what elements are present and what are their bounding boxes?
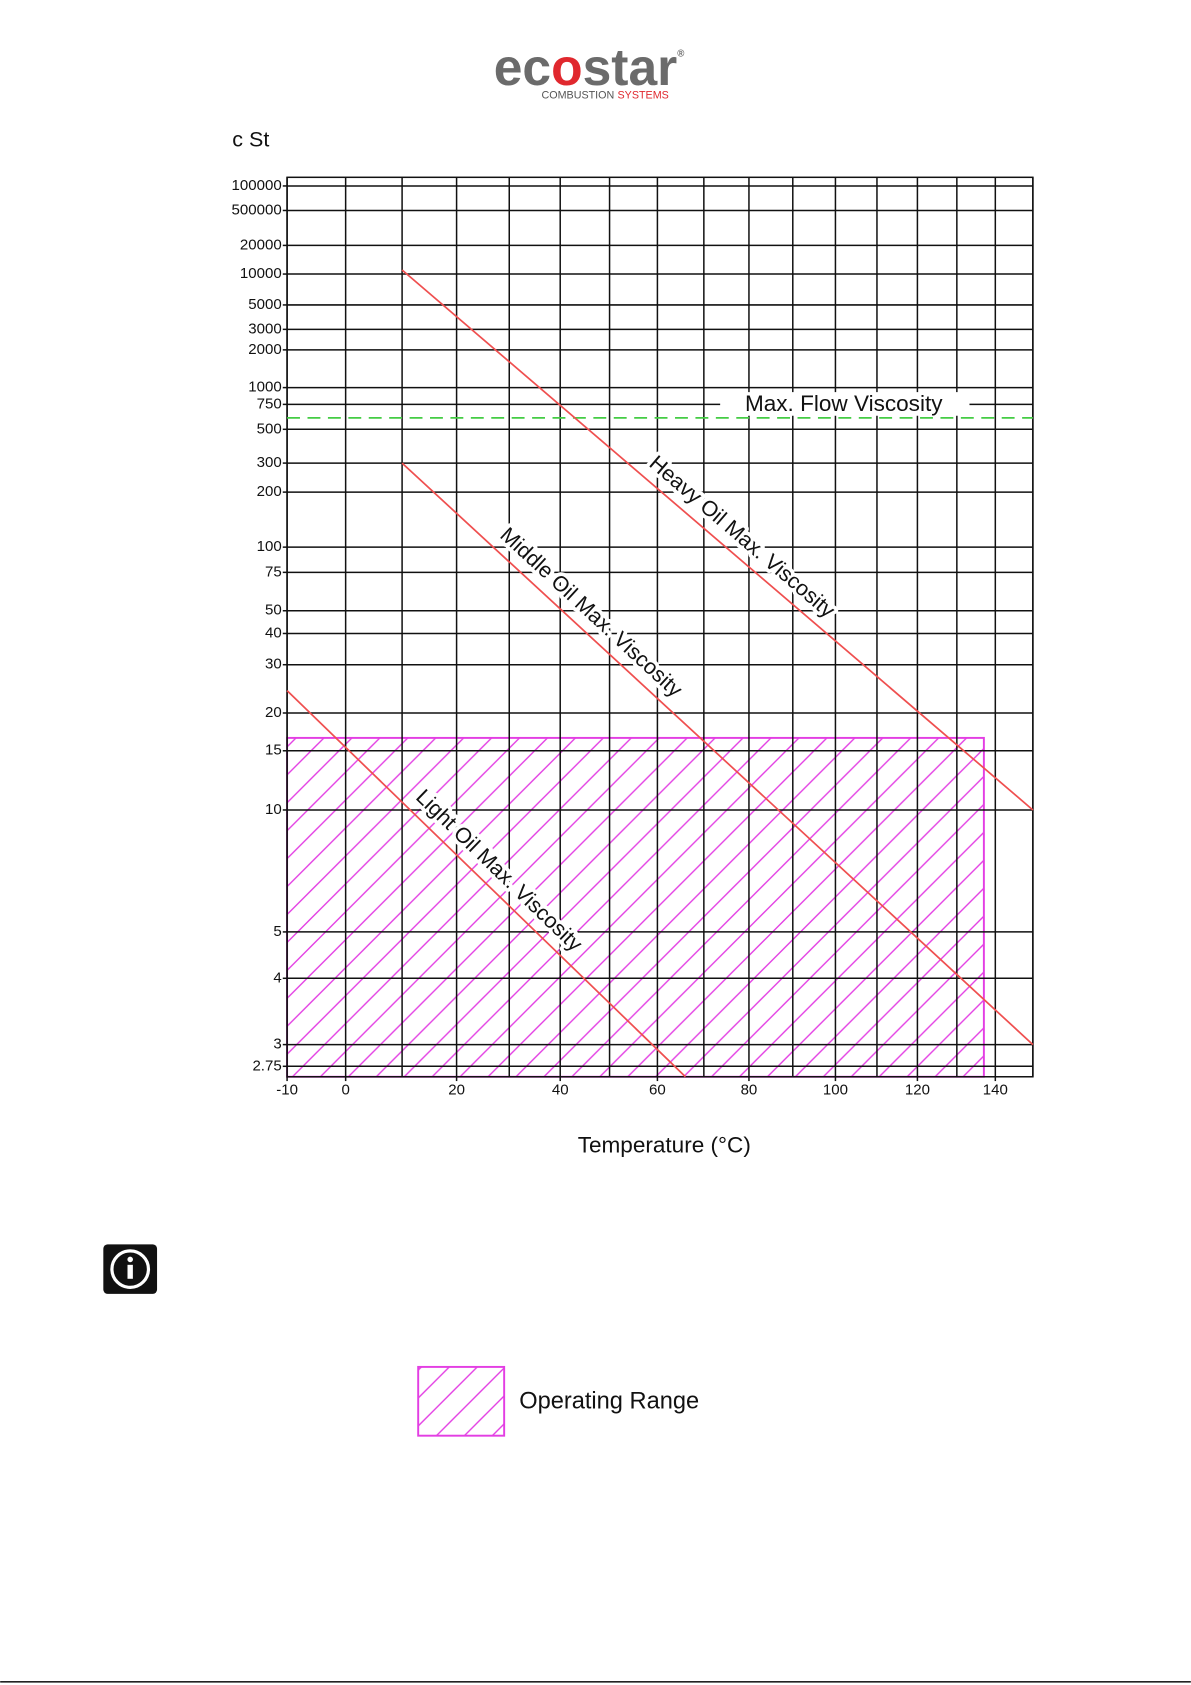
y-tick-label: 750 [257, 395, 282, 412]
legend-swatch [417, 1365, 506, 1437]
y-tick-label: 1000 [248, 379, 281, 396]
legend: Operating Range [417, 1365, 699, 1437]
logo: ecostar® COMBUSTION SYSTEMS [494, 38, 685, 102]
series-label: Heavy Oil Max. Viscosity [645, 451, 840, 623]
y-tick-label: 2000 [248, 341, 281, 358]
tagline-part: SYSTEMS [618, 89, 669, 101]
logo-registered: ® [677, 48, 684, 59]
y-tick-label: 100 [257, 538, 282, 555]
y-tick-label: 300 [257, 454, 282, 471]
y-tick-label: 20000 [240, 236, 282, 253]
logo-part: star [583, 38, 678, 96]
series-line [401, 462, 1034, 1046]
plot: 1000005000002000010000500030002000100075… [232, 176, 1034, 1099]
plot-frame [286, 176, 1034, 1078]
reference-label: Max. Flow Viscosity [745, 391, 943, 416]
info-circle [110, 1249, 151, 1290]
operating-range [286, 736, 985, 1078]
y-tick-label: 40 [265, 624, 282, 641]
x-tick-label: 140 [983, 1082, 1008, 1099]
logo-part: o [551, 38, 583, 96]
logo-tagline: COMBUSTION SYSTEMS [542, 89, 669, 101]
x-tick-label: 120 [905, 1082, 930, 1099]
y-tick-label: 10000 [240, 265, 282, 282]
legend-label: Operating Range [519, 1389, 699, 1415]
x-tick-label: 0 [341, 1082, 349, 1099]
x-tick-label: 60 [649, 1082, 666, 1099]
y-axis-label: c St [232, 127, 269, 151]
x-tick-label: 20 [448, 1082, 465, 1099]
logo-part: ec [494, 38, 551, 96]
info-dot [127, 1256, 133, 1263]
y-tick-label: 75 [265, 563, 282, 580]
x-tick-label: 80 [741, 1082, 758, 1099]
y-tick-label: 500 [257, 420, 282, 437]
y-tick-label: 100000 [232, 177, 282, 194]
y-tick-label: 50 [265, 602, 282, 619]
reference-label-bg [720, 392, 970, 416]
y-tick-label: 3000 [248, 320, 281, 337]
series-line [401, 269, 1034, 811]
y-tick-label: 30 [265, 656, 282, 673]
info-stem [127, 1264, 133, 1279]
series-label: Middle Oil Max. Viscosity [495, 523, 687, 702]
y-tick-label: 500000 [232, 201, 282, 218]
x-tick-label: 100 [823, 1082, 848, 1099]
series-line [286, 690, 687, 1078]
x-axis-label: Temperature (°C) [578, 1133, 751, 1158]
y-tick-label: 15 [265, 742, 282, 759]
info-icon [103, 1244, 158, 1294]
logo-text: ecostar® [494, 38, 685, 96]
y-tick-label: 3 [273, 1036, 281, 1053]
tagline-part: COMBUSTION [542, 89, 615, 101]
y-tick-label: 200 [257, 483, 282, 500]
y-tick-label: 20 [265, 704, 282, 721]
y-tick-label: 5000 [248, 296, 281, 313]
x-tick-label: -10 [276, 1082, 298, 1099]
y-tick-label: 2.75 [252, 1057, 281, 1074]
x-tick-label: 40 [552, 1082, 569, 1099]
y-tick-label: 5 [273, 923, 281, 940]
y-tick-label: 10 [265, 801, 282, 818]
y-tick-label: 4 [273, 969, 281, 986]
